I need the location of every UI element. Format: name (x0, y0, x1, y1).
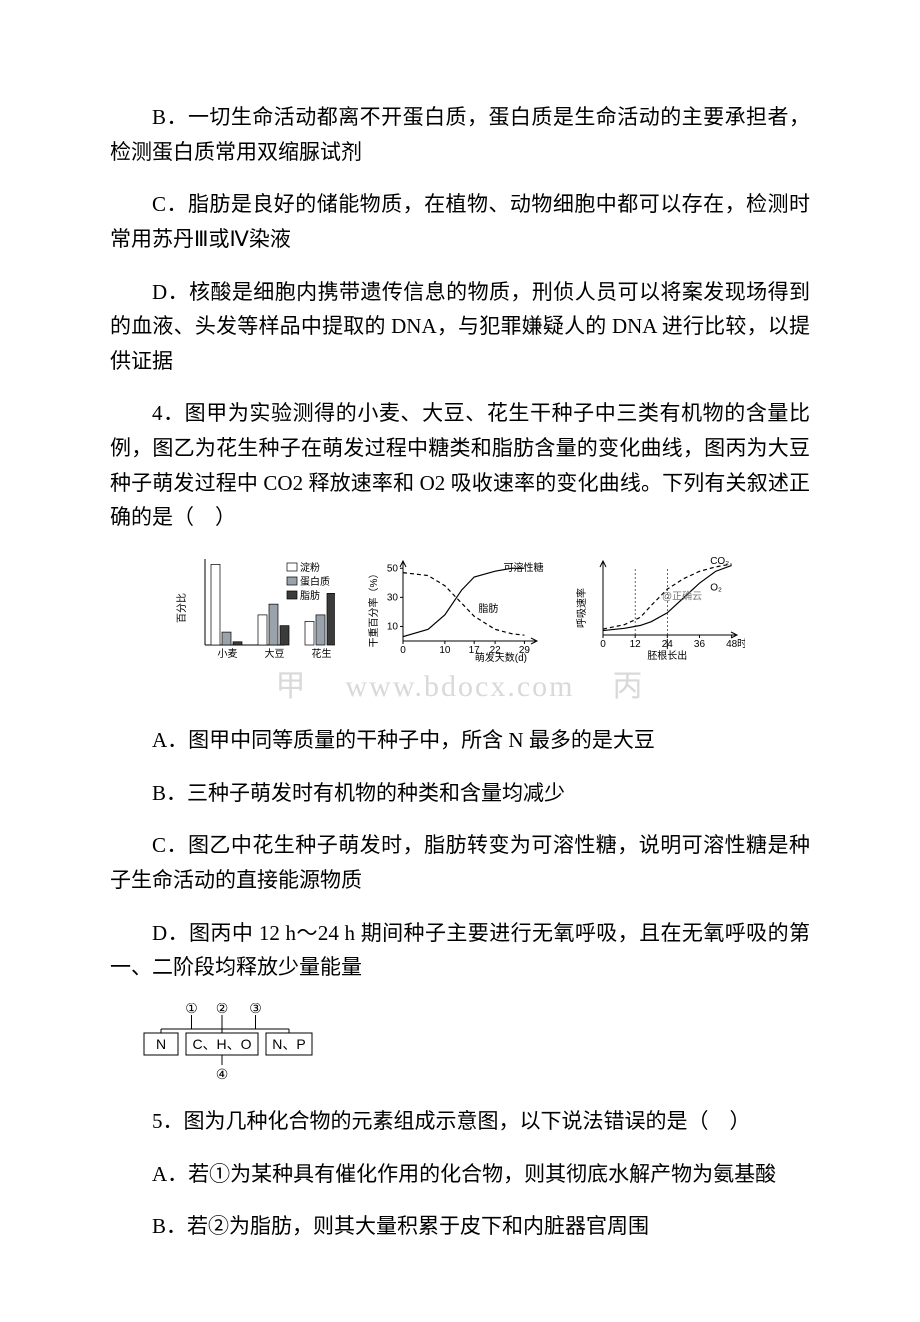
q5-option-b: B．若②为脂肪，则其大量积累于皮下和内脏器官周围 (110, 1209, 810, 1244)
svg-text:C、H、O: C、H、O (192, 1036, 251, 1052)
svg-text:10: 10 (387, 622, 399, 633)
q4-option-d: D．图丙中 12 h～24 h 期间种子主要进行无氧呼吸，且在无氧呼吸的第一、二… (110, 916, 810, 985)
svg-text:CO₂: CO₂ (710, 556, 729, 567)
q4-option-a: A．图甲中同等质量的干种子中，所含 N 最多的是大豆 (110, 723, 810, 758)
svg-text:百分比: 百分比 (176, 593, 188, 623)
q5-option-a: A．若①为某种具有催化作用的化合物，则其彻底水解产物为氨基酸 (110, 1157, 810, 1192)
svg-text:36: 36 (694, 639, 706, 650)
figure-yi-wrap: 103050010172229干重百分率（%）萌发天数(d)可溶性糖脂肪 (365, 553, 545, 663)
q5-diagram-wrap: N C、H、O N、P ① ② ③ ④ (142, 1003, 810, 1086)
svg-text:淀粉: 淀粉 (300, 561, 320, 574)
svg-text:花生: 花生 (312, 647, 332, 660)
captions-watermark: 甲 www.bdocx.com 丙 (275, 661, 644, 705)
svg-text:干重百分率（%）: 干重百分率（%） (367, 569, 380, 648)
svg-text:可溶性糖: 可溶性糖 (504, 561, 544, 574)
q4-option-c: C．图乙中花生种子萌发时，脂肪转变为可溶性糖，说明可溶性糖是种子生命活动的直接能… (110, 828, 810, 897)
q4-figures: 百分比小麦大豆花生淀粉蛋白质脂肪 103050010172229干重百分率（%）… (110, 553, 810, 705)
figure-bing: 012243648呼吸速率时间/hCO₂O₂@正确云胚根长出 (575, 553, 745, 663)
caption-bing: 丙 (613, 670, 645, 703)
svg-text:@正确云: @正确云 (662, 590, 702, 603)
svg-text:48: 48 (726, 639, 738, 650)
svg-text:③: ③ (249, 1003, 262, 1016)
svg-text:0: 0 (400, 645, 406, 656)
svg-text:蛋白质: 蛋白质 (300, 575, 330, 588)
svg-text:①: ① (185, 1003, 198, 1016)
svg-text:0: 0 (600, 639, 606, 650)
svg-text:50: 50 (387, 563, 399, 574)
svg-text:②: ② (216, 1003, 229, 1016)
figure-yi: 103050010172229干重百分率（%）萌发天数(d)可溶性糖脂肪 (365, 553, 545, 663)
q3-option-d: D．核酸是细胞内携带遗传信息的物质，刑侦人员可以将案发现场得到的血液、头发等样品… (110, 275, 810, 379)
q4-stem: 4．图甲为实验测得的小麦、大豆、花生干种子中三类有机物的含量比例，图乙为花生种子… (110, 396, 810, 535)
svg-text:O₂: O₂ (710, 583, 722, 594)
q3-option-c: C．脂肪是良好的储能物质，在植物、动物细胞中都可以存在，检测时常用苏丹Ⅲ或Ⅳ染液 (110, 187, 810, 256)
svg-text:10: 10 (439, 645, 451, 656)
svg-text:N: N (156, 1036, 166, 1052)
document-page: B．一切生命活动都离不开蛋白质，蛋白质是生命活动的主要承担者，检测蛋白质常用双缩… (0, 0, 920, 1322)
svg-text:④: ④ (216, 1066, 229, 1081)
caption-jia: 甲 (275, 670, 307, 703)
svg-text:脂肪: 脂肪 (300, 589, 320, 602)
svg-text:时间/h: 时间/h (737, 637, 745, 650)
figure-jia-wrap: 百分比小麦 大豆 花生 淀粉蛋白质脂肪 (175, 553, 335, 663)
svg-text:胚根长出: 胚根长出 (647, 649, 687, 662)
q5-stem: 5．图为几种化合物的元素组成示意图，以下说法错误的是（ ） (110, 1104, 810, 1139)
svg-text:大豆: 大豆 (265, 647, 285, 660)
figure-jia: 百分比小麦 大豆 花生 淀粉蛋白质脂肪 (175, 553, 335, 663)
svg-text:12: 12 (630, 639, 642, 650)
q5-diagram: N C、H、O N、P ① ② ③ ④ (142, 1003, 314, 1081)
svg-text:脂肪: 脂肪 (478, 602, 498, 615)
svg-text:呼吸速率: 呼吸速率 (575, 588, 588, 628)
watermark-text: www.bdocx.com (345, 670, 574, 703)
q3-option-b: B．一切生命活动都离不开蛋白质，蛋白质是生命活动的主要承担者，检测蛋白质常用双缩… (110, 100, 810, 169)
svg-text:30: 30 (387, 592, 399, 603)
q4-option-b: B．三种子萌发时有机物的种类和含量均减少 (110, 776, 810, 811)
svg-text:小麦: 小麦 (218, 648, 238, 660)
figure-bing-wrap: 012243648呼吸速率时间/hCO₂O₂@正确云胚根长出 (575, 553, 745, 663)
svg-text:N、P: N、P (272, 1036, 305, 1052)
